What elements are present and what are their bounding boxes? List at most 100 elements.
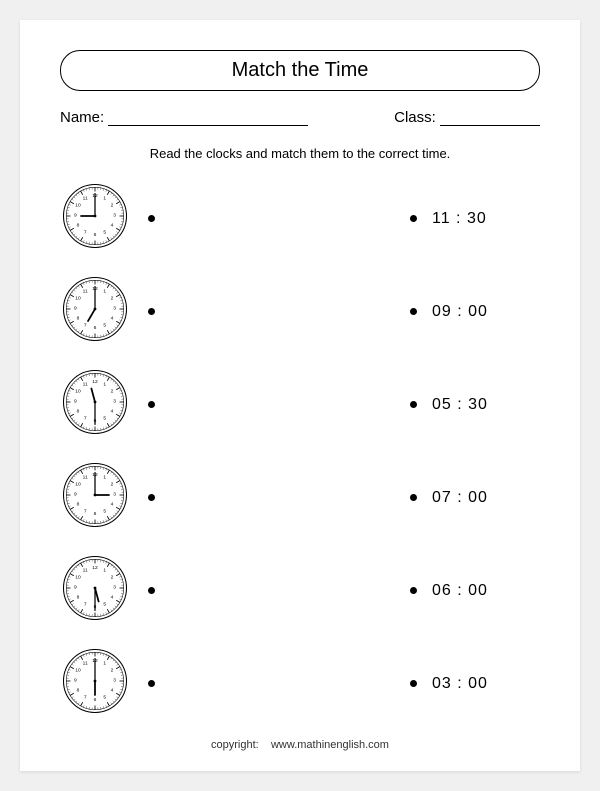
svg-text:4: 4	[111, 687, 114, 693]
svg-text:2: 2	[111, 482, 114, 488]
svg-text:4: 4	[111, 408, 114, 414]
svg-text:2: 2	[111, 668, 114, 674]
svg-text:9: 9	[74, 306, 77, 312]
svg-text:9: 9	[74, 678, 77, 684]
svg-text:3: 3	[113, 306, 116, 312]
clock-side: 123456789101112	[60, 181, 155, 256]
match-dot-right[interactable]	[410, 680, 417, 687]
svg-text:9: 9	[74, 399, 77, 405]
svg-text:3: 3	[113, 399, 116, 405]
svg-text:1: 1	[103, 289, 106, 295]
svg-text:3: 3	[113, 492, 116, 498]
svg-text:4: 4	[111, 501, 114, 507]
svg-text:8: 8	[77, 315, 80, 321]
match-dot-left[interactable]	[148, 401, 155, 408]
time-label: 05 : 30	[432, 396, 488, 414]
clock-icon: 123456789101112	[60, 367, 130, 442]
svg-text:5: 5	[103, 229, 106, 235]
page-title: Match the Time	[60, 50, 540, 91]
svg-text:1: 1	[103, 661, 106, 667]
match-dot-right[interactable]	[410, 215, 417, 222]
match-dot-right[interactable]	[410, 494, 417, 501]
clock-side: 123456789101112	[60, 646, 155, 721]
time-side: 07 : 00	[410, 489, 540, 507]
time-side: 03 : 00	[410, 675, 540, 693]
svg-text:11: 11	[83, 475, 88, 481]
match-dot-right[interactable]	[410, 401, 417, 408]
svg-text:11: 11	[83, 382, 88, 388]
svg-text:5: 5	[103, 508, 106, 514]
match-row: 123456789101112 09 : 00	[60, 274, 540, 349]
svg-text:7: 7	[84, 322, 87, 328]
svg-text:7: 7	[84, 694, 87, 700]
match-dot-left[interactable]	[148, 587, 155, 594]
clock-side: 123456789101112	[60, 274, 155, 349]
time-label: 11 : 30	[432, 210, 487, 228]
svg-text:5: 5	[103, 601, 106, 607]
svg-text:1: 1	[103, 382, 106, 388]
name-field: Name:	[60, 109, 308, 126]
match-row: 123456789101112 05 : 30	[60, 367, 540, 442]
svg-text:4: 4	[111, 594, 114, 600]
svg-text:5: 5	[103, 415, 106, 421]
match-dot-left[interactable]	[148, 494, 155, 501]
svg-text:5: 5	[103, 322, 106, 328]
svg-text:6: 6	[94, 511, 97, 517]
svg-text:3: 3	[113, 213, 116, 219]
svg-text:12: 12	[92, 379, 98, 385]
clock-icon: 123456789101112	[60, 274, 130, 349]
time-side: 06 : 00	[410, 582, 540, 600]
class-input-line[interactable]	[440, 111, 540, 126]
match-row: 123456789101112 06 : 00	[60, 553, 540, 628]
match-dot-left[interactable]	[148, 215, 155, 222]
svg-text:11: 11	[83, 568, 88, 574]
match-dot-right[interactable]	[410, 587, 417, 594]
clock-icon: 123456789101112	[60, 181, 130, 256]
svg-text:2: 2	[111, 575, 114, 581]
time-label: 03 : 00	[432, 675, 488, 693]
svg-text:3: 3	[113, 585, 116, 591]
class-field: Class:	[394, 109, 540, 126]
time-side: 09 : 00	[410, 303, 540, 321]
svg-text:2: 2	[111, 203, 114, 209]
svg-text:3: 3	[113, 678, 116, 684]
svg-text:10: 10	[75, 668, 81, 674]
svg-text:5: 5	[103, 694, 106, 700]
match-dot-left[interactable]	[148, 680, 155, 687]
class-label: Class:	[394, 109, 436, 126]
svg-text:9: 9	[74, 585, 77, 591]
svg-text:10: 10	[75, 296, 81, 302]
svg-text:1: 1	[103, 196, 106, 202]
svg-text:9: 9	[74, 213, 77, 219]
clock-side: 123456789101112	[60, 367, 155, 442]
name-label: Name:	[60, 109, 104, 126]
svg-text:6: 6	[94, 697, 97, 703]
match-rows: 123456789101112 11 : 30 123456789101112 …	[60, 181, 540, 721]
time-label: 06 : 00	[432, 582, 488, 600]
clock-icon: 123456789101112	[60, 646, 130, 721]
student-fields: Name: Class:	[60, 109, 540, 126]
svg-text:1: 1	[103, 568, 106, 574]
svg-text:10: 10	[75, 203, 81, 209]
name-input-line[interactable]	[108, 111, 308, 126]
copyright: copyright: www.mathinenglish.com	[60, 739, 540, 751]
clock-icon: 123456789101112	[60, 460, 130, 535]
copyright-label: copyright:	[211, 739, 259, 751]
match-row: 123456789101112 03 : 00	[60, 646, 540, 721]
svg-text:7: 7	[84, 508, 87, 514]
time-label: 07 : 00	[432, 489, 488, 507]
svg-text:12: 12	[92, 565, 98, 571]
worksheet-page: Match the Time Name: Class: Read the clo…	[20, 20, 580, 771]
svg-text:8: 8	[77, 408, 80, 414]
match-dot-right[interactable]	[410, 308, 417, 315]
svg-text:7: 7	[84, 415, 87, 421]
svg-text:2: 2	[111, 389, 114, 395]
svg-text:8: 8	[77, 594, 80, 600]
time-side: 05 : 30	[410, 396, 540, 414]
svg-text:9: 9	[74, 492, 77, 498]
clock-side: 123456789101112	[60, 553, 155, 628]
svg-text:10: 10	[75, 482, 81, 488]
match-dot-left[interactable]	[148, 308, 155, 315]
match-row: 123456789101112 11 : 30	[60, 181, 540, 256]
match-row: 123456789101112 07 : 00	[60, 460, 540, 535]
